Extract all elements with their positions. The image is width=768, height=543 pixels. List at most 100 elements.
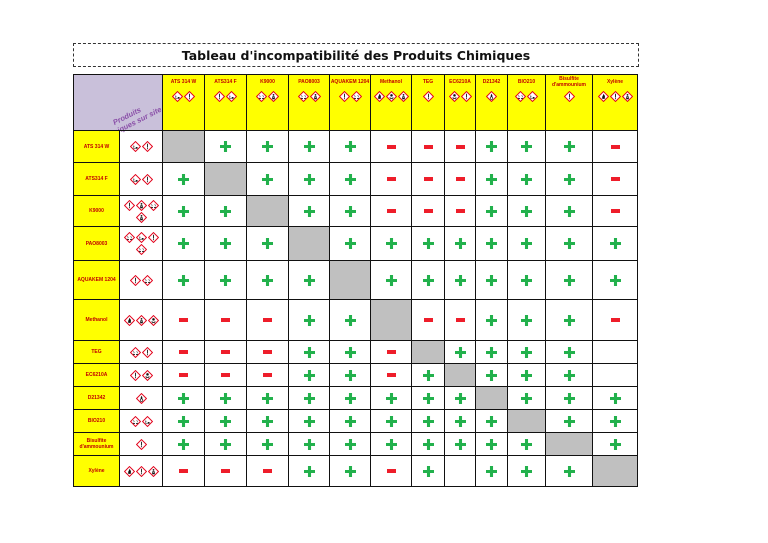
- compatible-cell: [545, 455, 593, 487]
- diagonal-cell: [592, 455, 638, 487]
- plus-icon: [385, 392, 397, 404]
- row-hazard-icons: [129, 274, 153, 286]
- row-header-label: D21342: [87, 395, 106, 401]
- row-hazard-icons: [129, 369, 153, 381]
- plus-icon: [422, 465, 434, 477]
- health-hazard-icon: [309, 90, 321, 102]
- flammable-icon: [597, 90, 609, 102]
- column-header: ATS314 F: [204, 74, 247, 131]
- column-header: TEG: [411, 74, 445, 131]
- compatible-cell: [411, 226, 445, 261]
- plus-icon: [563, 415, 575, 427]
- minus-icon: [423, 318, 433, 322]
- toxic-icon: [141, 369, 153, 381]
- incompatible-cell: [411, 299, 445, 341]
- plus-icon: [609, 438, 621, 450]
- minus-icon: [423, 144, 433, 149]
- compatible-cell: [444, 432, 476, 456]
- plus-icon: [521, 369, 532, 381]
- minus-icon: [423, 209, 433, 213]
- compatible-cell: [246, 226, 289, 261]
- minus-icon: [455, 144, 465, 149]
- plus-icon: [609, 238, 621, 249]
- compatible-cell: [246, 386, 289, 410]
- compatible-cell: [411, 260, 445, 300]
- minus-icon: [455, 177, 465, 181]
- compatible-cell: [204, 386, 247, 410]
- exclamation-icon: [141, 346, 153, 358]
- incompatible-cell: [370, 340, 412, 364]
- column-header-label: Bisulfite d'ammounium: [552, 76, 586, 88]
- compatible-cell: [204, 226, 247, 261]
- incompatible-cell: [592, 162, 638, 196]
- compatible-cell: [162, 195, 205, 227]
- plus-icon: [303, 274, 315, 286]
- plus-icon: [521, 438, 532, 450]
- plus-icon: [344, 173, 356, 185]
- row-hazard-cell: [119, 299, 163, 341]
- exclamation-icon: [338, 90, 350, 102]
- plus-icon: [454, 238, 466, 249]
- flammable-icon: [123, 465, 135, 477]
- compatible-cell: [370, 260, 412, 300]
- plus-icon: [220, 392, 231, 404]
- incompatible-cell: [444, 299, 476, 341]
- row-hazard-icons: [123, 465, 159, 477]
- incompatible-cell: [204, 299, 247, 341]
- plus-icon: [220, 438, 231, 450]
- plus-icon: [486, 314, 497, 326]
- plus-icon: [563, 465, 575, 477]
- incompatible-cell: [370, 195, 412, 227]
- diagonal-cell: [411, 340, 445, 364]
- compatible-cell: [288, 195, 330, 227]
- column-header: D21342: [475, 74, 508, 131]
- plus-icon: [344, 369, 356, 381]
- plus-icon: [422, 415, 434, 427]
- compatible-cell: [444, 260, 476, 300]
- corrosive-icon: [515, 90, 526, 102]
- row-hazard-cell: [119, 162, 163, 196]
- column-header-label: K9000: [260, 79, 275, 85]
- minus-icon: [455, 318, 465, 322]
- compatible-cell: [204, 260, 247, 300]
- corrosive-icon: [141, 274, 153, 286]
- plus-icon: [178, 438, 189, 450]
- plus-icon: [563, 274, 575, 286]
- environment-icon: [172, 90, 183, 102]
- compatible-cell: [507, 386, 546, 410]
- row-header: Methanol: [73, 299, 120, 341]
- row-header: AQUAKEM 1204: [73, 260, 120, 300]
- row-header-label: Bisulfite d'ammounium: [79, 438, 114, 450]
- compatible-cell: [329, 340, 371, 364]
- environment-icon: [527, 90, 538, 102]
- column-hazard-icons: [597, 90, 633, 102]
- plus-icon: [262, 438, 273, 450]
- plus-icon: [454, 392, 466, 404]
- compatible-cell: [475, 455, 508, 487]
- compatible-cell: [288, 162, 330, 196]
- plus-icon: [563, 369, 575, 381]
- compatible-cell: [444, 226, 476, 261]
- minus-icon: [386, 177, 396, 181]
- compatible-cell: [162, 226, 205, 261]
- incompatible-cell: [204, 340, 247, 364]
- column-hazard-icons: [373, 90, 409, 102]
- row-hazard-cell: [119, 195, 163, 227]
- compatible-cell: [592, 226, 638, 261]
- diagonal-cell: [545, 432, 593, 456]
- row-header-label: PAO8003: [85, 240, 108, 247]
- column-hazard-icons: [172, 90, 195, 102]
- flammable-icon: [123, 314, 135, 326]
- column-header: EC6210A: [444, 74, 476, 131]
- diagonal-cell: [246, 195, 289, 227]
- corrosive-icon: [129, 415, 141, 427]
- health-hazard-icon: [397, 90, 409, 102]
- column-header: Methanol: [370, 74, 412, 131]
- row-header-label: BIO210: [87, 418, 106, 424]
- compatible-cell: [444, 340, 476, 364]
- incompatible-cell: [204, 363, 247, 387]
- compatible-cell: [246, 162, 289, 196]
- plus-icon: [521, 346, 532, 358]
- environment-icon: [129, 141, 141, 152]
